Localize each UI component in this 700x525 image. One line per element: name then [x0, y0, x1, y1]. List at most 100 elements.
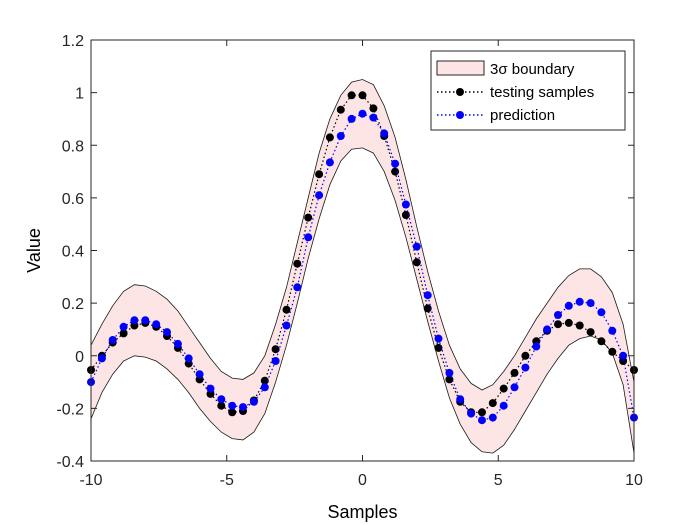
y-tick-label: 0.4: [62, 244, 84, 261]
point-prediction: [271, 357, 280, 365]
point-prediction: [521, 363, 530, 372]
point-testing: [412, 258, 421, 267]
point-prediction: [532, 342, 541, 351]
point-prediction: [467, 409, 476, 418]
point-testing: [521, 351, 530, 360]
point-testing: [586, 328, 595, 337]
y-tick-label: 0: [75, 349, 84, 366]
point-prediction: [445, 368, 454, 377]
point-prediction: [358, 109, 367, 118]
point-prediction: [293, 283, 302, 292]
y-tick-label: 1: [75, 86, 84, 103]
point-testing: [423, 304, 432, 313]
x-axis-title: Samples: [327, 502, 397, 522]
point-testing: [499, 384, 508, 393]
x-tick-label: 10: [625, 472, 643, 489]
sigma-band-upper-edge: [90, 79, 635, 391]
y-tick-label: -0.4: [56, 454, 84, 471]
point-testing: [282, 305, 291, 314]
point-prediction: [130, 316, 139, 325]
point-prediction: [97, 354, 106, 363]
point-testing: [347, 91, 356, 100]
series-layer: [87, 91, 638, 425]
x-tick-label: 0: [358, 472, 367, 489]
point-testing: [228, 408, 237, 417]
point-prediction: [217, 395, 226, 404]
point-prediction: [434, 334, 443, 343]
point-testing: [260, 376, 269, 385]
point-prediction: [141, 316, 150, 325]
point-prediction: [412, 242, 421, 251]
point-testing: [575, 321, 584, 330]
point-prediction: [173, 339, 182, 348]
point-prediction: [347, 114, 356, 123]
point-prediction: [564, 301, 573, 310]
legend-marker-prediction: [456, 111, 464, 119]
y-tick-label: 1.2: [62, 33, 84, 50]
sigma-band-lower-edge: [90, 147, 635, 454]
point-prediction: [239, 403, 247, 412]
point-prediction: [108, 336, 117, 344]
point-prediction: [249, 397, 258, 406]
point-testing: [369, 104, 378, 113]
point-testing: [401, 211, 410, 219]
point-prediction: [608, 326, 617, 335]
point-testing: [217, 401, 226, 410]
point-prediction: [499, 401, 508, 410]
legend-marker-testing: [456, 88, 464, 96]
point-prediction: [543, 325, 552, 334]
point-testing: [434, 343, 443, 352]
point-prediction: [380, 129, 389, 138]
point-prediction: [152, 320, 161, 329]
point-testing: [608, 347, 617, 356]
point-prediction: [260, 383, 269, 392]
x-tick-label: -5: [220, 472, 234, 489]
legend-label-band: 3σ boundary: [490, 61, 575, 78]
point-prediction: [325, 158, 334, 167]
point-testing: [304, 213, 313, 222]
point-prediction: [282, 321, 291, 330]
point-prediction: [195, 370, 204, 379]
point-prediction: [619, 351, 628, 360]
point-prediction: [401, 200, 410, 209]
series-prediction: [87, 109, 638, 425]
point-prediction: [510, 383, 519, 392]
point-prediction: [163, 328, 171, 337]
legend-swatch-band: [436, 60, 485, 76]
point-prediction: [184, 354, 193, 363]
point-testing: [271, 345, 280, 354]
point-prediction: [575, 297, 584, 306]
point-prediction: [206, 384, 215, 393]
point-prediction: [391, 159, 400, 168]
legend-label-testing: testing samples: [490, 84, 594, 101]
point-prediction: [304, 233, 313, 242]
y-axis-title: Value: [24, 228, 44, 273]
point-prediction: [554, 311, 562, 319]
point-testing: [293, 259, 302, 268]
point-testing: [336, 105, 345, 114]
point-testing: [119, 329, 128, 338]
point-testing: [597, 337, 606, 346]
point-testing: [391, 167, 400, 176]
point-prediction: [423, 291, 432, 300]
point-prediction: [369, 113, 378, 122]
y-tick-label: 0.6: [62, 191, 84, 208]
point-prediction: [478, 416, 486, 425]
y-tick-label: -0.2: [56, 401, 84, 418]
point-prediction: [228, 401, 237, 410]
x-tick-label: 5: [494, 472, 503, 489]
ticks-layer: -10 -5 0 5 10 -0.4 -0.2 0 0.2 0.4 0.6 0.8 1 1.2: [56, 33, 643, 489]
point-testing: [478, 408, 486, 417]
y-tick-label: 0.8: [62, 138, 84, 155]
y-tick-label: 0.2: [62, 296, 84, 313]
legend: 3σ boundary testing samples prediction: [430, 50, 626, 131]
legend-label-prediction: prediction: [490, 107, 555, 124]
point-prediction: [119, 322, 128, 331]
point-testing: [554, 320, 562, 329]
point-testing: [564, 318, 573, 327]
point-testing: [510, 368, 519, 377]
point-prediction: [488, 413, 497, 422]
point-prediction: [597, 308, 606, 317]
point-testing: [315, 170, 324, 179]
